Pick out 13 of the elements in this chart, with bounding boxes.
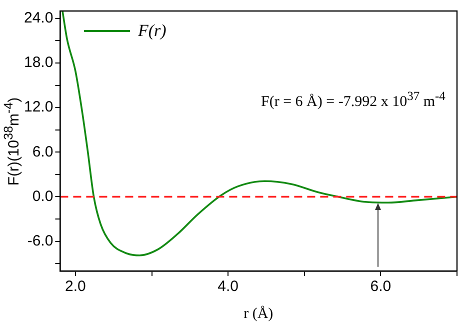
y-tick-label: 0.0 — [32, 188, 54, 205]
y-tick-label: -6.0 — [27, 232, 54, 250]
x-tick-label: 4.0 — [218, 278, 239, 296]
y-tick-label: 18.0 — [24, 54, 54, 72]
x-tick-label: 2.0 — [65, 278, 86, 296]
legend-label: F(r) — [138, 21, 166, 42]
annotation: F(r = 6 Å) = -7.992 x 10$^{37}$ m$^{-4}$ — [261, 89, 446, 111]
y-tick-label: 24.0 — [24, 10, 54, 27]
line-series — [62, 11, 457, 256]
y-tick-label: 6.0 — [32, 143, 54, 160]
x-axis-title: r (Å) — [244, 306, 274, 323]
x-tick-label: 6.0 — [370, 278, 392, 296]
y-tick-label: 12.0 — [24, 98, 54, 116]
